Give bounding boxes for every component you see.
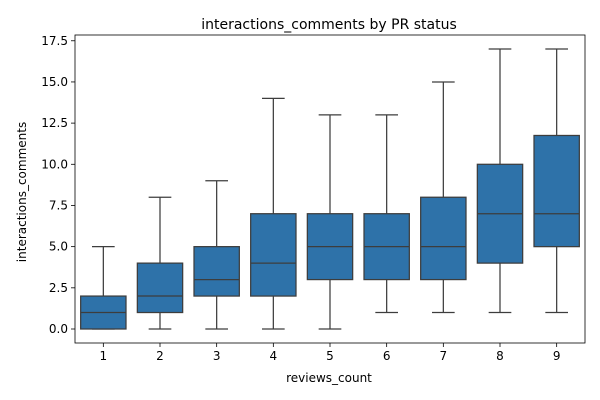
box-3 xyxy=(193,180,240,330)
plot-area xyxy=(74,34,586,344)
box-2 xyxy=(136,196,184,330)
box-7 xyxy=(420,81,467,314)
x-tick-label: 8 xyxy=(496,349,504,363)
x-axis: 1 2 3 4 5 6 7 8 9 xyxy=(100,343,561,363)
box-6 xyxy=(363,114,410,314)
y-axis: 0.0 2.5 5.0 7.5 10.0 12.5 15.0 17.5 xyxy=(41,34,75,336)
y-tick-label: 12.5 xyxy=(41,116,68,130)
box-body xyxy=(420,196,467,281)
y-tick-label: 2.5 xyxy=(49,281,68,295)
box-8 xyxy=(476,48,524,314)
chart-title: interactions_comments by PR status xyxy=(201,17,457,33)
box-body xyxy=(533,134,580,248)
x-tick-label: 6 xyxy=(383,349,391,363)
box-5 xyxy=(306,114,354,330)
x-tick-label: 3 xyxy=(213,349,221,363)
x-tick-label: 2 xyxy=(156,349,164,363)
box-body xyxy=(250,213,297,297)
y-tick-label: 5.0 xyxy=(49,240,68,254)
y-axis-label: interactions_comments xyxy=(15,122,29,262)
box-9 xyxy=(533,48,580,314)
y-tick-label: 7.5 xyxy=(49,198,68,212)
y-tick-label: 10.0 xyxy=(41,157,68,171)
x-tick-label: 1 xyxy=(100,349,108,363)
box-body xyxy=(136,262,184,314)
y-tick-label: 0.0 xyxy=(49,322,68,336)
x-tick-label: 9 xyxy=(553,349,561,363)
box-body xyxy=(193,246,240,297)
x-axis-label: reviews_count xyxy=(286,371,372,385)
y-tick-label: 17.5 xyxy=(41,34,68,48)
y-tick-label: 15.0 xyxy=(41,75,68,89)
x-tick-label: 5 xyxy=(326,349,334,363)
x-tick-label: 4 xyxy=(270,349,278,363)
box-1 xyxy=(80,246,127,330)
x-tick-label: 7 xyxy=(440,349,448,363)
box-4 xyxy=(250,97,297,330)
